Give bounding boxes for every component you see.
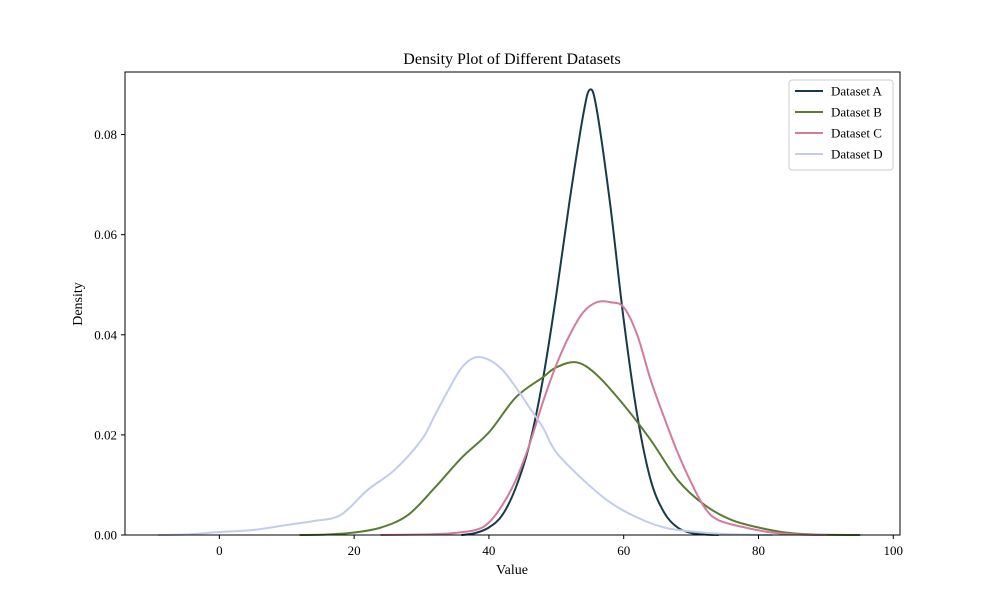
x-axis-label: Value [496, 563, 528, 578]
x-tick-label: 60 [617, 543, 630, 558]
y-tick-label: 0.06 [94, 227, 117, 242]
plot-frame [124, 71, 901, 536]
legend-label: Dataset B [831, 105, 882, 120]
x-tick-label: 0 [216, 543, 223, 558]
series-line-dataset-c [380, 300, 827, 536]
series-line-dataset-b [299, 361, 861, 536]
chart-title: Density Plot of Different Datasets [403, 51, 620, 68]
series-line-dataset-d [157, 355, 773, 536]
y-axis-label: Density [71, 282, 86, 326]
series-layer [157, 88, 861, 536]
legend: Dataset A Dataset B Dataset C Dataset D [788, 79, 894, 171]
legend-box [788, 79, 894, 171]
legend-label: Dataset A [831, 84, 883, 99]
x-axis: 0 20 40 60 80 100 [216, 535, 903, 558]
y-tick-label: 0.08 [94, 127, 117, 142]
y-tick-label: 0.04 [94, 327, 117, 342]
x-tick-label: 100 [884, 543, 904, 558]
y-tick-label: 0.00 [94, 528, 117, 543]
x-tick-label: 80 [752, 543, 765, 558]
x-tick-label: 40 [482, 543, 495, 558]
y-tick-label: 0.02 [94, 427, 117, 442]
x-tick-label: 20 [348, 543, 361, 558]
y-axis: 0.00 0.02 0.04 0.06 0.08 [94, 127, 125, 543]
legend-label: Dataset C [831, 126, 882, 141]
legend-label: Dataset D [831, 147, 883, 162]
series-line-dataset-a [460, 88, 720, 536]
